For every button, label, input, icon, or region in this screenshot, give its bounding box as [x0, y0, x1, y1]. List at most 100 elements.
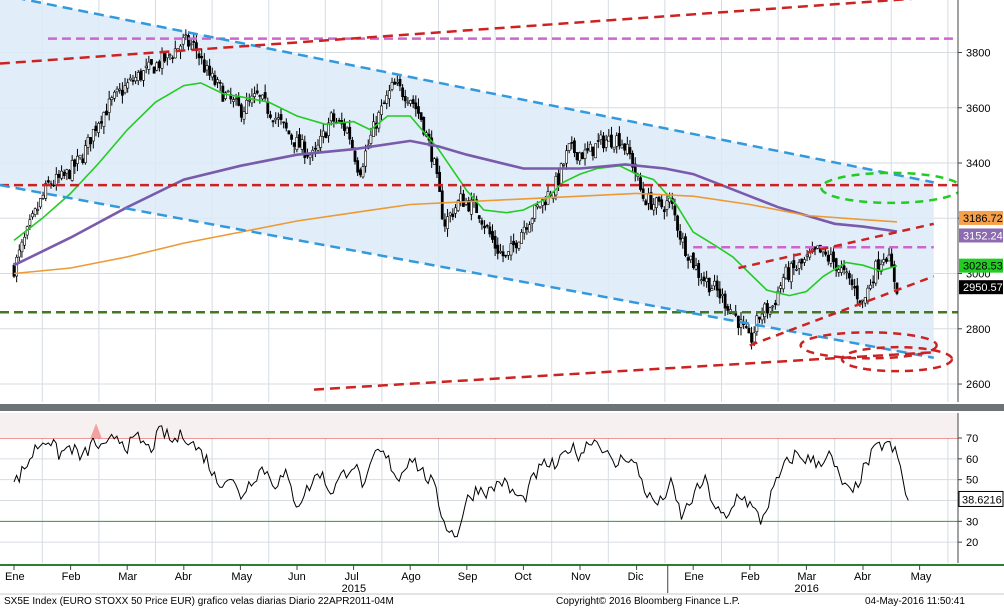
candle-body	[565, 150, 568, 164]
candle-body	[329, 112, 333, 122]
candle-body	[126, 82, 130, 89]
rsi-tick-label: 70	[966, 433, 978, 445]
candle-body	[499, 250, 502, 253]
candle-body	[892, 264, 896, 282]
candle-body	[358, 169, 362, 176]
candle-body	[205, 65, 209, 71]
ma-long-line	[13, 192, 898, 275]
candle-body	[168, 54, 172, 57]
candle-body	[430, 137, 434, 162]
candle-body	[654, 197, 658, 208]
candle-body	[514, 242, 518, 249]
price-panel	[0, 0, 958, 391]
rsi-panel	[0, 413, 958, 538]
candle-body	[602, 135, 605, 149]
candle-body	[387, 90, 391, 99]
candle-body	[216, 79, 219, 83]
candle-body	[17, 249, 21, 258]
candle-body	[803, 259, 806, 263]
candle-body	[649, 192, 653, 210]
candle-body	[456, 200, 460, 211]
candle-body	[361, 166, 365, 178]
candle-body	[599, 134, 603, 140]
candle-body	[224, 92, 227, 100]
candle-body	[200, 56, 204, 59]
candle-body	[282, 121, 286, 124]
candle-body	[895, 282, 899, 294]
candle-body	[509, 243, 513, 256]
candle-body	[723, 293, 727, 309]
month-tick-label: Mar	[797, 571, 816, 583]
trendline	[313, 351, 934, 391]
candle-body	[197, 53, 201, 59]
candle-body	[44, 183, 48, 199]
candle-body	[681, 237, 685, 243]
candle-body	[118, 88, 122, 91]
candle-body	[475, 199, 479, 214]
candle-body	[348, 126, 352, 140]
candle-body	[113, 91, 116, 99]
candle-body	[628, 147, 632, 155]
candle-body	[279, 114, 283, 120]
month-tick-label: Mar	[118, 571, 137, 583]
candle-body	[469, 199, 473, 215]
candle-body	[604, 139, 608, 148]
candle-body	[850, 279, 854, 286]
candle-body	[120, 90, 124, 96]
candle-body	[308, 154, 312, 159]
candle-body	[554, 176, 558, 196]
candle-body	[324, 132, 328, 139]
candle-body	[684, 236, 687, 256]
candle-body	[662, 209, 666, 212]
candle-body	[417, 106, 420, 114]
candle-body	[504, 254, 508, 257]
candle-body	[665, 200, 669, 210]
candle-body	[258, 95, 262, 97]
candle-body	[533, 205, 537, 219]
candle-body	[12, 264, 16, 277]
candle-body	[715, 280, 719, 291]
candle-body	[364, 150, 367, 167]
candle-body	[485, 225, 489, 227]
candle-body	[316, 144, 320, 151]
candle-body	[202, 59, 206, 73]
candle-body	[816, 245, 820, 249]
month-tick-label: Abr	[854, 571, 871, 583]
candle-body	[390, 82, 394, 90]
candle-body	[210, 72, 214, 78]
candle-body	[271, 120, 275, 123]
candle-body	[377, 112, 381, 129]
candle-body	[54, 174, 58, 186]
rsi-line	[13, 425, 909, 538]
axis-layer: 2600280030003200340036003800203040506070…	[0, 0, 1004, 595]
candle-body	[871, 281, 875, 284]
candle-body	[372, 121, 375, 137]
candle-body	[232, 99, 235, 102]
candle-body	[208, 65, 212, 76]
candle-body	[520, 231, 523, 244]
candle-body	[60, 170, 63, 179]
candle-body	[612, 146, 616, 150]
candle-body	[242, 111, 246, 120]
candle-body	[343, 122, 346, 131]
candle-body	[419, 112, 423, 120]
last-value-tag	[959, 258, 1003, 273]
candle-body	[76, 155, 79, 164]
month-tick-label: Feb	[741, 571, 760, 583]
candle-body	[787, 267, 790, 281]
candle-body	[707, 277, 711, 293]
candle-body	[483, 225, 486, 229]
candle-body	[160, 52, 164, 69]
candle-body	[710, 288, 714, 291]
candle-body	[303, 141, 307, 159]
candle-body	[573, 140, 576, 154]
candle-body	[705, 277, 709, 283]
candle-body	[776, 290, 780, 306]
month-tick-label: Ene	[684, 571, 704, 583]
month-tick-label: Dic	[628, 571, 644, 583]
candle-body	[861, 299, 864, 302]
candle-body	[20, 241, 24, 253]
candle-body	[713, 280, 716, 287]
candle-body	[83, 145, 87, 164]
rsi-overbought-zone	[0, 413, 958, 438]
